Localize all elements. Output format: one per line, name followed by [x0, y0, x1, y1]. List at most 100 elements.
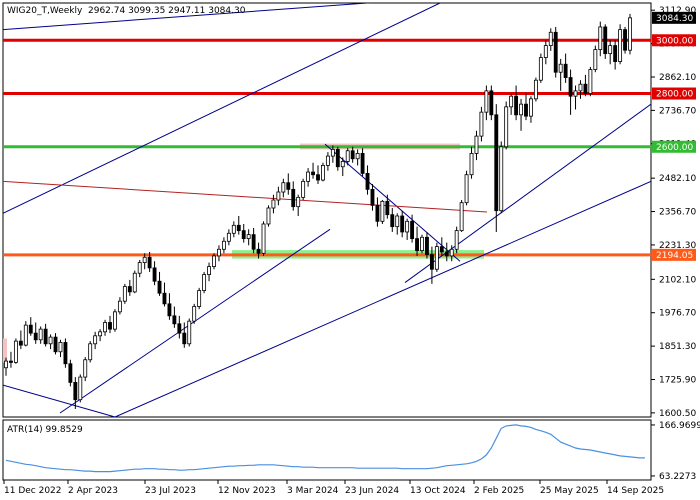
candle	[132, 270, 137, 294]
candle-body	[558, 63, 563, 73]
candle-body	[162, 292, 167, 305]
candle-body	[306, 171, 311, 182]
candle-body	[316, 174, 320, 181]
trend-rising-long	[114, 180, 651, 417]
candle-body	[479, 111, 484, 137]
candle	[236, 215, 241, 235]
candle	[603, 24, 608, 59]
date-tick-label: 11 Dec 2022	[4, 486, 62, 496]
candle-body	[98, 331, 103, 337]
candle-body	[231, 224, 236, 234]
candle-body	[444, 251, 449, 257]
candle	[524, 93, 528, 121]
candle	[142, 253, 147, 270]
current-price-bg	[652, 11, 696, 24]
candle	[83, 357, 88, 382]
candle-body	[439, 246, 444, 253]
candle-body	[63, 342, 68, 365]
candle-body	[137, 262, 142, 274]
candle-body	[588, 69, 593, 94]
date-tick-label: 3 Mar 2024	[287, 486, 339, 496]
candle-body	[410, 220, 415, 240]
trend-lower-left	[3, 384, 116, 417]
candle-body	[514, 95, 519, 116]
candle-body	[83, 359, 88, 378]
candle	[281, 178, 286, 198]
trend-red-descending	[3, 180, 488, 213]
channel-mid	[3, 3, 441, 214]
candle-body	[598, 26, 603, 50]
candle-body	[628, 17, 632, 51]
candle	[449, 245, 454, 262]
candle	[162, 282, 167, 307]
axes: 3112.902987.402862.102736.702611.402482.…	[3, 6, 700, 496]
candle	[380, 200, 385, 224]
candle	[172, 306, 177, 328]
candle-body	[117, 300, 122, 313]
candle	[613, 40, 618, 70]
candle	[469, 146, 474, 179]
candle-body	[256, 248, 261, 254]
candle	[167, 293, 172, 320]
price-tick-label: 1600.50	[659, 409, 696, 419]
candle-body	[415, 238, 419, 252]
candle	[182, 322, 187, 348]
candle	[578, 80, 583, 99]
candle	[93, 331, 98, 350]
candle-body	[405, 220, 410, 233]
candle-body	[127, 286, 132, 293]
candle-body	[177, 323, 182, 334]
candle	[221, 237, 226, 254]
candle-body	[197, 290, 202, 307]
candle	[533, 77, 538, 102]
candle	[301, 178, 306, 201]
candle	[261, 221, 266, 256]
level-label-resistance-2800: 2800.00	[656, 90, 693, 100]
candle	[330, 145, 335, 163]
candle	[246, 229, 251, 246]
candle	[152, 261, 157, 286]
current-price-label: 3084.30	[656, 14, 693, 24]
candle-body	[538, 57, 543, 81]
candle-body	[355, 153, 360, 160]
candle	[18, 330, 23, 350]
candle	[489, 85, 494, 121]
candle	[212, 253, 216, 270]
candle-body	[603, 26, 608, 54]
candle-body	[345, 150, 350, 162]
candle-body	[217, 248, 221, 257]
candle	[484, 85, 489, 121]
candle-body	[157, 280, 162, 294]
candle-body	[311, 171, 315, 176]
candle	[38, 326, 43, 344]
candle-body	[400, 215, 405, 233]
candle-body	[241, 230, 246, 240]
candle-body	[385, 200, 390, 216]
candle	[439, 237, 444, 256]
level-label-bg-support-2600	[652, 140, 696, 153]
candle-body	[182, 332, 187, 345]
price-plot-area	[3, 3, 651, 417]
atr-plot-area	[5, 424, 645, 473]
candle-body	[375, 204, 380, 222]
candle	[360, 148, 365, 177]
candle-body	[18, 340, 23, 346]
candle-body	[568, 77, 573, 97]
candle-body	[221, 240, 226, 250]
candle-body	[281, 182, 286, 193]
candle-body	[68, 363, 73, 383]
candle-body	[276, 191, 281, 201]
level-label-support-2600: 2600.00	[656, 143, 693, 153]
candle-body	[236, 224, 241, 232]
candle	[321, 162, 325, 182]
candle	[43, 323, 48, 347]
candle-body	[474, 135, 479, 154]
candle	[251, 227, 256, 254]
candle-body	[33, 332, 38, 341]
candle	[474, 130, 479, 161]
candle-body	[429, 254, 434, 270]
candle	[350, 146, 355, 163]
candle	[231, 221, 236, 238]
candle-body	[395, 215, 400, 228]
